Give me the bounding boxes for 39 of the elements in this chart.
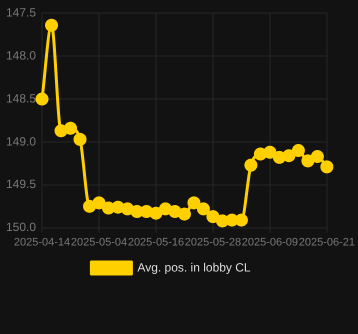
x-tick-label: 2025-06-21 — [298, 236, 356, 248]
point — [234, 214, 248, 227]
point — [282, 149, 296, 162]
y-tick-label: 147.5 — [6, 6, 36, 20]
point — [45, 18, 58, 32]
point — [168, 204, 182, 218]
x-tick-label: 2025-05-28 — [184, 236, 242, 248]
y-tick-label: 148.5 — [6, 91, 36, 106]
point — [301, 154, 314, 168]
x-tick-label: 2025-04-14 — [14, 236, 70, 248]
point — [187, 196, 200, 210]
point — [149, 206, 162, 220]
point — [54, 124, 68, 138]
y-tick-label: 149.5 — [6, 177, 36, 192]
point — [263, 146, 276, 159]
point — [196, 202, 210, 216]
x-tick-label: 2025-05-04 — [70, 236, 128, 248]
point — [310, 150, 324, 164]
point — [292, 144, 305, 158]
point — [36, 92, 49, 106]
y-tick-label: 148.0 — [6, 48, 36, 62]
point — [83, 200, 96, 213]
point — [320, 160, 334, 174]
x-tick-label: 2025-05-16 — [128, 236, 184, 248]
y-tick-label: 150.0 — [6, 220, 36, 234]
point — [244, 158, 258, 172]
y-tick-label: 149.0 — [6, 134, 36, 148]
point — [158, 202, 172, 216]
point — [206, 210, 220, 224]
legend-label: Avg. pos. in lobby CL — [137, 260, 251, 274]
point — [272, 150, 286, 164]
point — [74, 132, 87, 146]
point — [120, 202, 134, 216]
point — [140, 204, 153, 218]
point — [102, 202, 115, 215]
x-tick-label: 2025-06-09 — [242, 236, 298, 248]
point — [92, 196, 106, 210]
point — [178, 208, 191, 221]
point — [64, 122, 78, 135]
